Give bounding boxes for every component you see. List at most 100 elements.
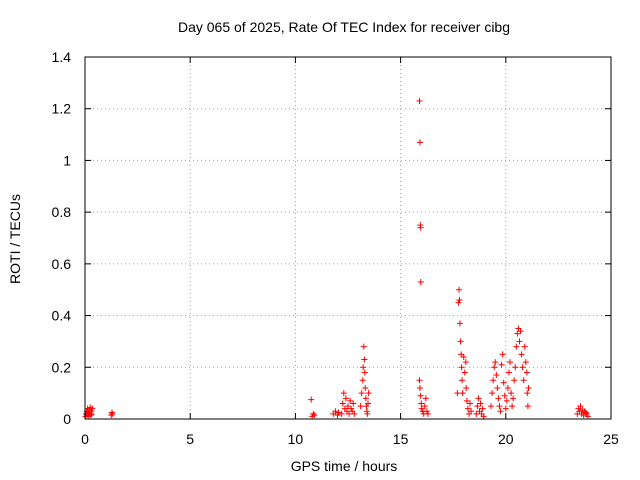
data-point	[577, 403, 584, 410]
data-point	[490, 377, 497, 384]
data-point	[494, 384, 501, 391]
data-point	[517, 328, 524, 335]
data-point	[360, 343, 367, 350]
x-tick-label: 10	[288, 431, 304, 447]
data-point	[359, 377, 366, 384]
data-point	[495, 395, 502, 402]
data-point	[339, 400, 346, 407]
data-point	[357, 403, 364, 410]
data-point	[464, 405, 471, 412]
data-point	[489, 390, 496, 397]
data-point	[493, 372, 500, 379]
data-point	[340, 390, 347, 397]
data-point	[504, 384, 511, 391]
data-point	[474, 403, 481, 410]
y-tick-label: 0.2	[52, 359, 72, 375]
data-point	[361, 356, 368, 363]
data-point	[496, 403, 503, 410]
data-point	[492, 359, 499, 366]
data-point	[500, 379, 507, 386]
data-point	[519, 364, 526, 371]
data-point	[456, 286, 463, 293]
data-point	[583, 410, 590, 417]
data-point	[364, 410, 371, 417]
data-point	[108, 412, 115, 419]
data-point	[416, 377, 423, 384]
data-point	[509, 403, 516, 410]
data-point	[479, 405, 486, 412]
data-point	[463, 384, 470, 391]
y-axis-label: ROTI / TECUs	[7, 194, 23, 284]
data-point	[521, 343, 528, 350]
data-point	[334, 412, 341, 419]
data-point	[512, 364, 519, 371]
data-point	[416, 139, 423, 146]
x-tick-label: 15	[393, 431, 409, 447]
x-tick-label: 5	[186, 431, 194, 447]
data-point	[351, 410, 358, 417]
y-tick-label: 0	[63, 411, 71, 427]
data-point	[491, 364, 498, 371]
data-point	[459, 377, 466, 384]
data-point	[582, 409, 589, 416]
y-tick-label: 1	[63, 152, 71, 168]
y-tick-label: 1.4	[52, 49, 72, 65]
x-tick-label: 20	[498, 431, 514, 447]
data-point	[311, 412, 318, 419]
data-point	[338, 410, 345, 417]
data-point	[416, 384, 423, 391]
data-point	[523, 369, 530, 376]
data-point	[510, 395, 517, 402]
data-point	[417, 278, 424, 285]
data-point	[458, 364, 465, 371]
data-point	[467, 400, 474, 407]
data-point	[525, 384, 532, 391]
data-point	[418, 405, 425, 412]
data-point	[454, 390, 461, 397]
data-point	[462, 359, 469, 366]
data-point	[416, 97, 423, 104]
data-point	[422, 395, 429, 402]
data-point	[499, 351, 506, 358]
data-point	[364, 400, 371, 407]
data-point	[421, 403, 428, 410]
data-point	[310, 410, 317, 417]
data-point	[511, 377, 518, 384]
data-point	[518, 351, 525, 358]
data-point	[498, 361, 505, 368]
data-point	[358, 390, 365, 397]
data-points	[82, 97, 591, 420]
y-tick-label: 1.2	[52, 101, 72, 117]
data-point	[360, 364, 367, 371]
data-point	[473, 410, 480, 417]
data-point	[524, 403, 531, 410]
data-point	[417, 224, 424, 231]
y-tick-label: 0.8	[52, 204, 72, 220]
data-point	[363, 403, 370, 410]
data-point	[345, 403, 351, 410]
data-point	[468, 408, 475, 415]
x-tick-label: 0	[81, 431, 89, 447]
data-point	[477, 400, 484, 407]
data-point	[458, 351, 465, 358]
data-point	[88, 410, 95, 417]
plot-frame	[84, 56, 612, 420]
data-point	[350, 400, 357, 407]
data-point	[417, 392, 424, 399]
data-point	[505, 369, 512, 376]
data-point	[522, 359, 529, 366]
data-point	[460, 353, 467, 360]
data-point	[463, 397, 470, 404]
data-point	[516, 338, 523, 345]
data-point	[362, 384, 369, 391]
data-point	[418, 400, 425, 407]
data-point	[85, 409, 92, 416]
data-point	[459, 390, 466, 397]
data-point	[423, 408, 430, 415]
grid-lines	[85, 57, 611, 419]
x-tick-label: 25	[603, 431, 619, 447]
data-point	[514, 330, 521, 337]
data-point	[348, 405, 355, 412]
chart-title: Day 065 of 2025, Rate Of TEC Index for r…	[178, 19, 510, 35]
